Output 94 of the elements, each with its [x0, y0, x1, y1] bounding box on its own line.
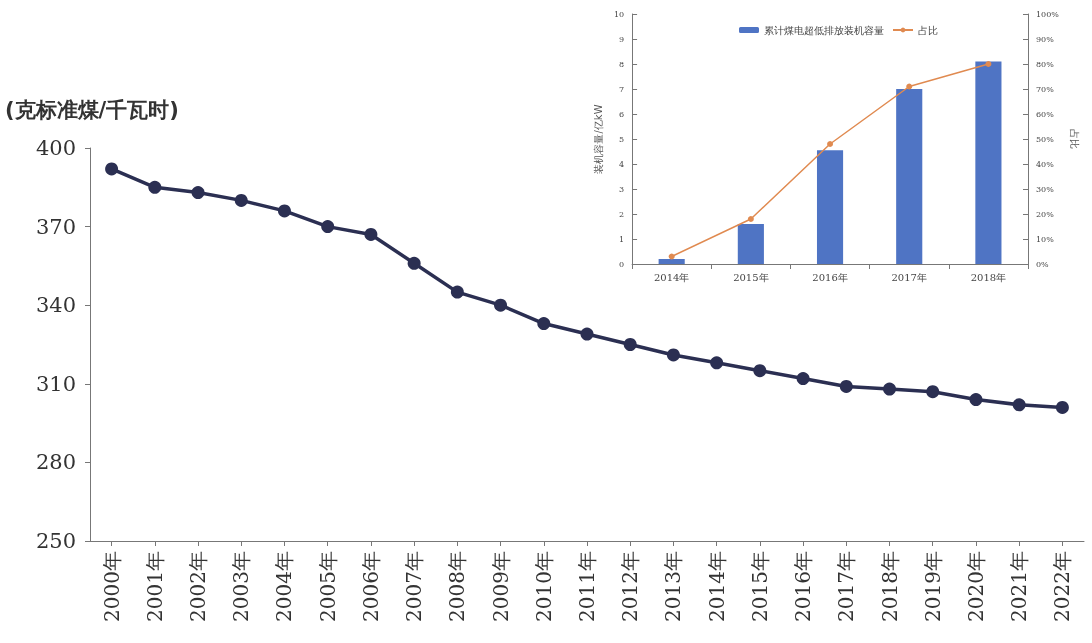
y2-tick-label: 100%	[1036, 9, 1060, 19]
legend-label: 累计煤电超低排放装机容量	[764, 24, 884, 36]
x-tick-label: 2020年	[963, 551, 988, 622]
x-tick-label: 2000年	[99, 551, 124, 622]
point	[148, 180, 162, 194]
x-tick-label: 2001年	[142, 551, 167, 622]
point	[191, 186, 205, 200]
legend-label: 占比	[918, 24, 938, 36]
point	[747, 216, 754, 222]
point	[969, 393, 983, 407]
y-axis-title: 装机容量/亿kW	[592, 104, 604, 174]
point	[710, 356, 724, 370]
x-tick-label: 2005年	[315, 551, 340, 622]
y2-tick-label: 0%	[1036, 259, 1050, 269]
y2-axis-title: 占比	[1069, 129, 1081, 149]
x-tick-label: 2016年	[791, 551, 816, 622]
point	[623, 338, 637, 351]
point	[985, 61, 992, 67]
point	[450, 285, 464, 299]
x-tick-label: 2016年	[812, 271, 848, 283]
point	[906, 83, 913, 90]
bar	[896, 89, 923, 264]
x-tick-label: 2011年	[575, 551, 599, 622]
y2-tick-label: 10%	[1036, 234, 1055, 244]
y-tick-label: 8	[618, 59, 625, 69]
y-tick-label: 6	[618, 109, 625, 119]
y-tick-label: 9	[618, 34, 625, 44]
point	[277, 204, 291, 218]
y-tick-label: 310	[35, 371, 76, 396]
y-tick-label: 4	[618, 159, 625, 169]
y2-tick-label: 70%	[1036, 84, 1055, 94]
x-tick-label: 2006年	[358, 551, 383, 622]
y-tick-label: 280	[35, 450, 76, 475]
point	[537, 317, 551, 331]
point	[827, 141, 834, 147]
point	[364, 227, 378, 241]
y-axis-title: (克标准煤/千瓦时)	[5, 97, 179, 122]
point	[407, 256, 421, 270]
x-tick-label: 2015年	[733, 271, 769, 283]
x-tick-label: 2002年	[186, 551, 211, 622]
x-tick-label: 2015年	[747, 551, 772, 622]
point	[580, 327, 594, 341]
y-tick-label: 3	[618, 184, 625, 194]
x-tick-label: 2008年	[445, 551, 470, 622]
y-tick-label: 400	[35, 136, 76, 160]
bar	[737, 224, 764, 264]
point	[494, 298, 508, 312]
y-tick-label: 370	[35, 214, 76, 239]
point	[666, 348, 680, 362]
x-tick-label: 2004年	[272, 551, 297, 622]
y-tick-label: 250	[35, 529, 76, 553]
y-tick-label: 2	[618, 209, 625, 219]
bar	[975, 61, 1002, 264]
bar	[658, 259, 685, 264]
bar	[816, 150, 844, 264]
point	[234, 193, 248, 207]
y-tick-label: 0	[618, 259, 625, 269]
point	[1012, 398, 1026, 412]
y-tick-label: 7	[618, 84, 625, 94]
x-tick-label: 2021年	[1007, 551, 1032, 622]
y2-tick-label: 50%	[1036, 134, 1055, 144]
point	[796, 372, 810, 386]
y-tick-label: 10	[613, 9, 625, 19]
x-tick-label: 2019年	[920, 551, 945, 622]
y2-tick-label: 80%	[1036, 59, 1055, 69]
y-tick-label: 340	[35, 293, 76, 318]
y-tick-label: 1	[618, 234, 625, 244]
point	[321, 220, 335, 234]
point	[105, 162, 119, 176]
point	[926, 385, 940, 399]
y2-tick-label: 30%	[1036, 184, 1055, 194]
x-tick-label: 2009年	[488, 551, 513, 622]
y2-tick-label: 60%	[1036, 109, 1055, 119]
x-tick-label: 2022年	[1050, 551, 1075, 622]
point	[883, 382, 897, 396]
x-tick-label: 2013年	[661, 551, 686, 622]
point	[668, 253, 675, 260]
x-tick-label: 2014年	[704, 551, 729, 622]
y2-tick-label: 20%	[1036, 209, 1055, 219]
point	[1055, 400, 1069, 414]
x-tick-label: 2018年	[970, 271, 1007, 283]
x-tick-label: 2017年	[891, 271, 927, 283]
y2-tick-label: 90%	[1036, 34, 1055, 44]
x-tick-label: 2018年	[877, 551, 902, 622]
x-tick-label: 2014年	[653, 271, 690, 283]
x-tick-label: 2010年	[531, 551, 556, 622]
x-tick-label: 2017年	[834, 551, 859, 622]
y-tick-label: 5	[618, 134, 625, 144]
x-tick-label: 2007年	[402, 551, 427, 622]
x-tick-label: 2003年	[229, 551, 254, 622]
point	[753, 364, 767, 378]
y2-tick-label: 40%	[1036, 159, 1055, 169]
point	[839, 379, 853, 393]
x-tick-label: 2012年	[618, 551, 643, 622]
